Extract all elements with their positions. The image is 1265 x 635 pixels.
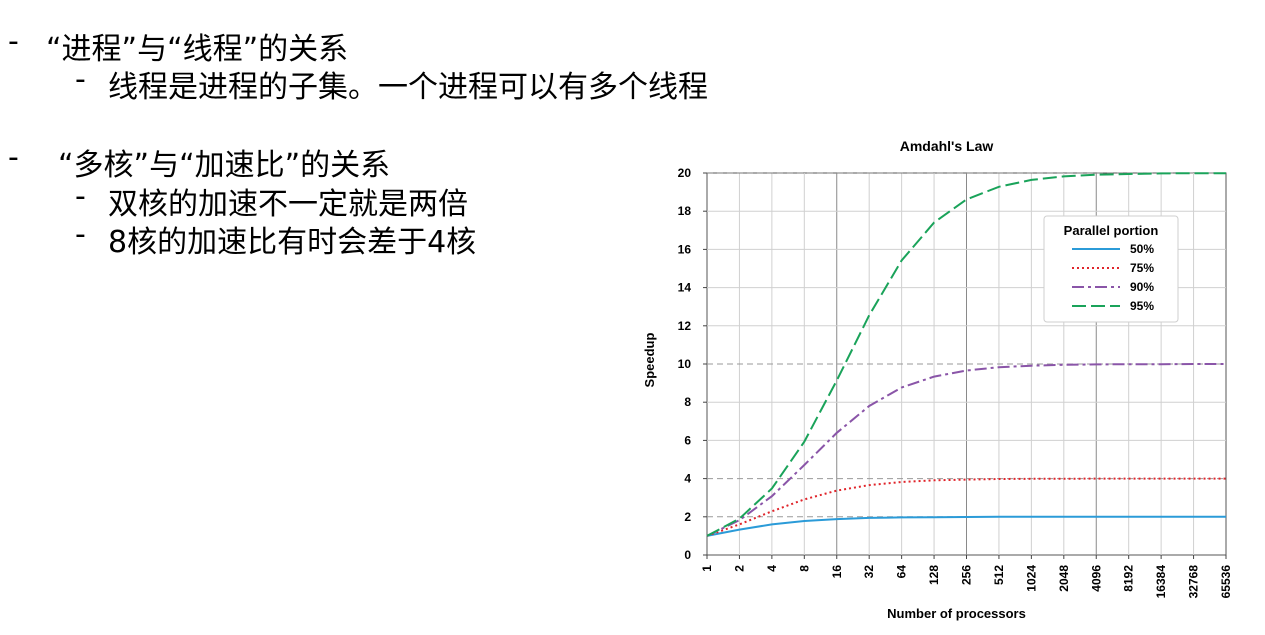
y-axis-label: Speedup [642,332,657,387]
x-tick-label: 2 [732,565,746,572]
sub-bullet-thread-subset: - 线程是进程的子集。一个进程可以有多个线程 [75,62,708,106]
bullet-dash: - [75,62,86,97]
x-tick-label: 1024 [1024,565,1038,592]
bullet-dash: - [75,179,86,214]
sub-bullet-eight-core: - 8核的加速比有时会差于4核 [75,217,476,261]
x-tick-label: 256 [960,565,974,585]
bullet-text: 双核的加速不一定就是两倍 [108,187,468,222]
bullet-process-thread: - “进程”与“线程”的关系 [8,24,348,68]
x-tick-label: 512 [992,565,1006,585]
x-tick-label: 4096 [1089,565,1103,592]
legend-label: 50% [1130,242,1154,256]
x-tick-label: 8 [797,565,811,572]
x-tick-label: 16384 [1154,565,1168,599]
amdahl-chart: 0 2 4 6 8 10 12 14 16 18 20 1 2 4 8 16 32 64 128 256 512 1024… [632,130,1265,635]
x-tick-label: 32 [862,565,876,579]
y-tick-label: 6 [684,433,691,447]
series-line-90pct [706,363,1226,537]
x-tick-label: 32768 [1187,565,1201,599]
bullet-multicore-speedup: - “多核”与“加速比”的关系 [8,140,390,184]
legend-label: 75% [1130,261,1154,275]
legend-label: 95% [1130,299,1154,313]
bullet-text: “进程”与“线程”的关系 [46,32,349,67]
chart-title: Amdahl's Law [900,138,994,154]
legend-title: Parallel portion [1064,223,1159,238]
x-tick-label: 1 [700,565,714,572]
x-tick-label: 64 [895,565,909,579]
y-tick-label: 12 [678,319,692,333]
bullet-text: “多核”与“加速比”的关系 [58,148,391,183]
y-tick-label: 8 [684,395,691,409]
bullet-dash: - [8,24,19,59]
y-tick-label: 18 [678,204,692,218]
series-line-75pct [706,477,1226,537]
y-tick-label: 16 [678,242,692,256]
y-tick-label: 10 [678,357,692,371]
legend-box [1043,215,1179,323]
legend-label: 90% [1130,280,1154,294]
x-tick-label: 2048 [1057,565,1071,592]
sub-bullet-dual-core: - 双核的加速不一定就是两倍 [75,179,468,223]
y-tick-label: 2 [684,510,691,524]
y-tick-label: 14 [678,281,692,295]
x-tick-label: 4 [765,565,779,572]
y-tick-label: 4 [684,472,691,486]
bullet-text: 8核的加速比有时会差于4核 [108,225,477,260]
x-axis-label: Number of processors [887,606,1026,621]
bullet-text: 线程是进程的子集。一个进程可以有多个线程 [108,70,708,105]
bullet-dash: - [75,217,86,252]
bullet-dash: - [8,140,19,175]
x-tick-label: 16 [830,565,844,579]
x-tick-label: 65536 [1219,565,1233,599]
series-line-95pct [706,172,1226,537]
x-tick-label: 128 [927,565,941,585]
x-tick-label: 8192 [1122,565,1136,592]
y-tick-label: 0 [684,548,691,562]
series-line-50pct [706,515,1226,537]
y-tick-label: 20 [678,166,692,180]
